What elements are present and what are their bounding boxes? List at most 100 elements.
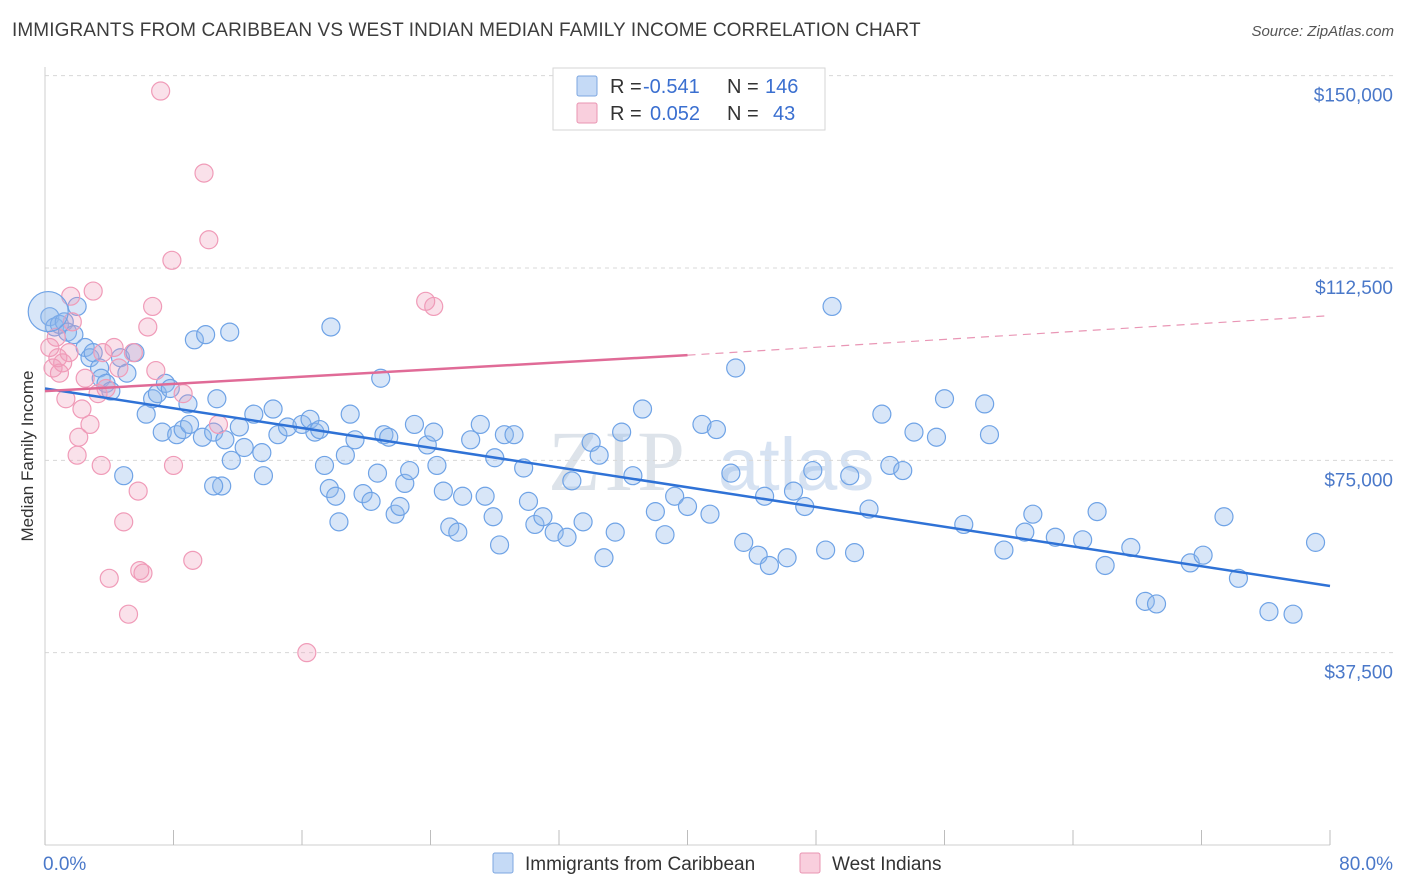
point-caribbean: [677, 496, 698, 517]
y-tick-label: $112,500: [1315, 278, 1393, 299]
point-west-indians: [46, 327, 66, 347]
point-west-indians: [40, 337, 60, 358]
point-caribbean: [840, 466, 860, 486]
point-caribbean: [504, 425, 524, 445]
point-west-indians: [138, 317, 158, 337]
point-caribbean: [700, 504, 720, 524]
x-tick-label-end: 80.0%: [1339, 854, 1393, 875]
point-caribbean: [533, 507, 553, 527]
point-caribbean: [433, 481, 453, 501]
point-caribbean: [645, 502, 665, 522]
point-caribbean: [345, 430, 365, 450]
point-caribbean: [475, 486, 495, 506]
point-caribbean: [557, 527, 577, 547]
point-caribbean: [562, 471, 582, 491]
point-caribbean: [390, 496, 410, 517]
point-west-indians: [297, 643, 317, 663]
point-caribbean: [395, 473, 415, 494]
point-caribbean: [573, 512, 593, 532]
point-caribbean: [173, 419, 193, 440]
point-caribbean: [1023, 504, 1043, 524]
point-caribbean: [321, 317, 341, 337]
point-caribbean: [470, 414, 490, 435]
legend-swatch-caribbean: [492, 852, 514, 874]
point-caribbean: [424, 422, 444, 442]
point-caribbean: [234, 437, 254, 458]
legend-r-value: 0.052: [650, 103, 700, 125]
point-west-indians: [199, 230, 219, 250]
axes: [44, 67, 1331, 846]
watermark: ZIP atlas: [548, 413, 874, 509]
point-caribbean: [212, 476, 232, 496]
point-caribbean: [220, 322, 240, 342]
point-caribbean: [525, 514, 545, 535]
point-caribbean: [623, 466, 643, 486]
point-caribbean: [1305, 532, 1326, 552]
point-caribbean: [167, 425, 187, 445]
point-west-indians: [49, 363, 70, 383]
point-caribbean: [40, 307, 60, 327]
point-caribbean: [326, 486, 346, 506]
point-caribbean: [734, 532, 754, 552]
point-caribbean: [1095, 555, 1115, 576]
point-caribbean: [872, 404, 892, 424]
y-axis-label: Median Family Income: [18, 370, 37, 541]
point-west-indians: [128, 481, 148, 501]
legend-stats: R = -0.541 N = 146 R = 0.052 N = 43: [552, 67, 826, 131]
point-caribbean: [319, 478, 339, 499]
point-caribbean: [367, 463, 388, 483]
legend-swatch-west-indians: [799, 852, 821, 874]
point-caribbean: [1135, 591, 1155, 611]
point-caribbean: [54, 312, 74, 332]
legend-n-value: 43: [773, 103, 795, 125]
point-caribbean: [975, 394, 995, 414]
point-west-indians: [75, 368, 95, 388]
data-points: [27, 81, 1326, 663]
point-west-indians: [162, 250, 182, 270]
point-caribbean: [822, 296, 842, 317]
point-caribbean: [934, 389, 955, 409]
x-tick-labels: 0.0% 80.0%: [43, 854, 1393, 875]
point-caribbean-cluster: [27, 290, 69, 333]
point-caribbean: [692, 414, 712, 435]
point-caribbean: [494, 425, 514, 445]
point-west-indians: [208, 414, 229, 435]
point-caribbean: [329, 512, 349, 532]
legend-n-label: N =: [727, 103, 759, 125]
point-caribbean: [880, 455, 900, 476]
point-caribbean: [803, 460, 823, 481]
point-caribbean: [404, 414, 425, 435]
point-caribbean: [252, 443, 272, 463]
point-caribbean: [726, 358, 746, 378]
point-caribbean: [518, 491, 539, 511]
point-west-indians: [48, 348, 68, 368]
trend-line-west-indians-extension: [687, 315, 1331, 356]
point-west-indians: [93, 343, 113, 363]
point-caribbean: [204, 476, 224, 496]
point-west-indians: [109, 358, 129, 378]
point-caribbean: [400, 460, 420, 481]
point-caribbean: [994, 540, 1014, 560]
point-caribbean: [1214, 507, 1234, 527]
point-caribbean: [754, 486, 775, 506]
point-caribbean: [340, 404, 360, 424]
point-west-indians: [114, 512, 134, 532]
point-caribbean: [665, 486, 685, 506]
y-tick-label: $150,000: [1314, 86, 1393, 107]
point-caribbean: [268, 425, 288, 445]
point-west-indians: [59, 343, 79, 363]
point-caribbean: [361, 491, 381, 511]
trend-lines: [44, 315, 1331, 588]
point-caribbean: [844, 543, 865, 563]
point-caribbean: [1045, 527, 1065, 547]
legend-swatch-caribbean: [576, 75, 598, 97]
point-caribbean: [1087, 502, 1107, 522]
point-caribbean: [229, 417, 249, 437]
legend-box: [552, 67, 826, 131]
point-west-indians: [146, 360, 166, 381]
point-caribbean: [221, 450, 241, 470]
point-caribbean: [152, 422, 172, 442]
point-caribbean: [1259, 602, 1279, 622]
point-caribbean: [612, 422, 632, 442]
